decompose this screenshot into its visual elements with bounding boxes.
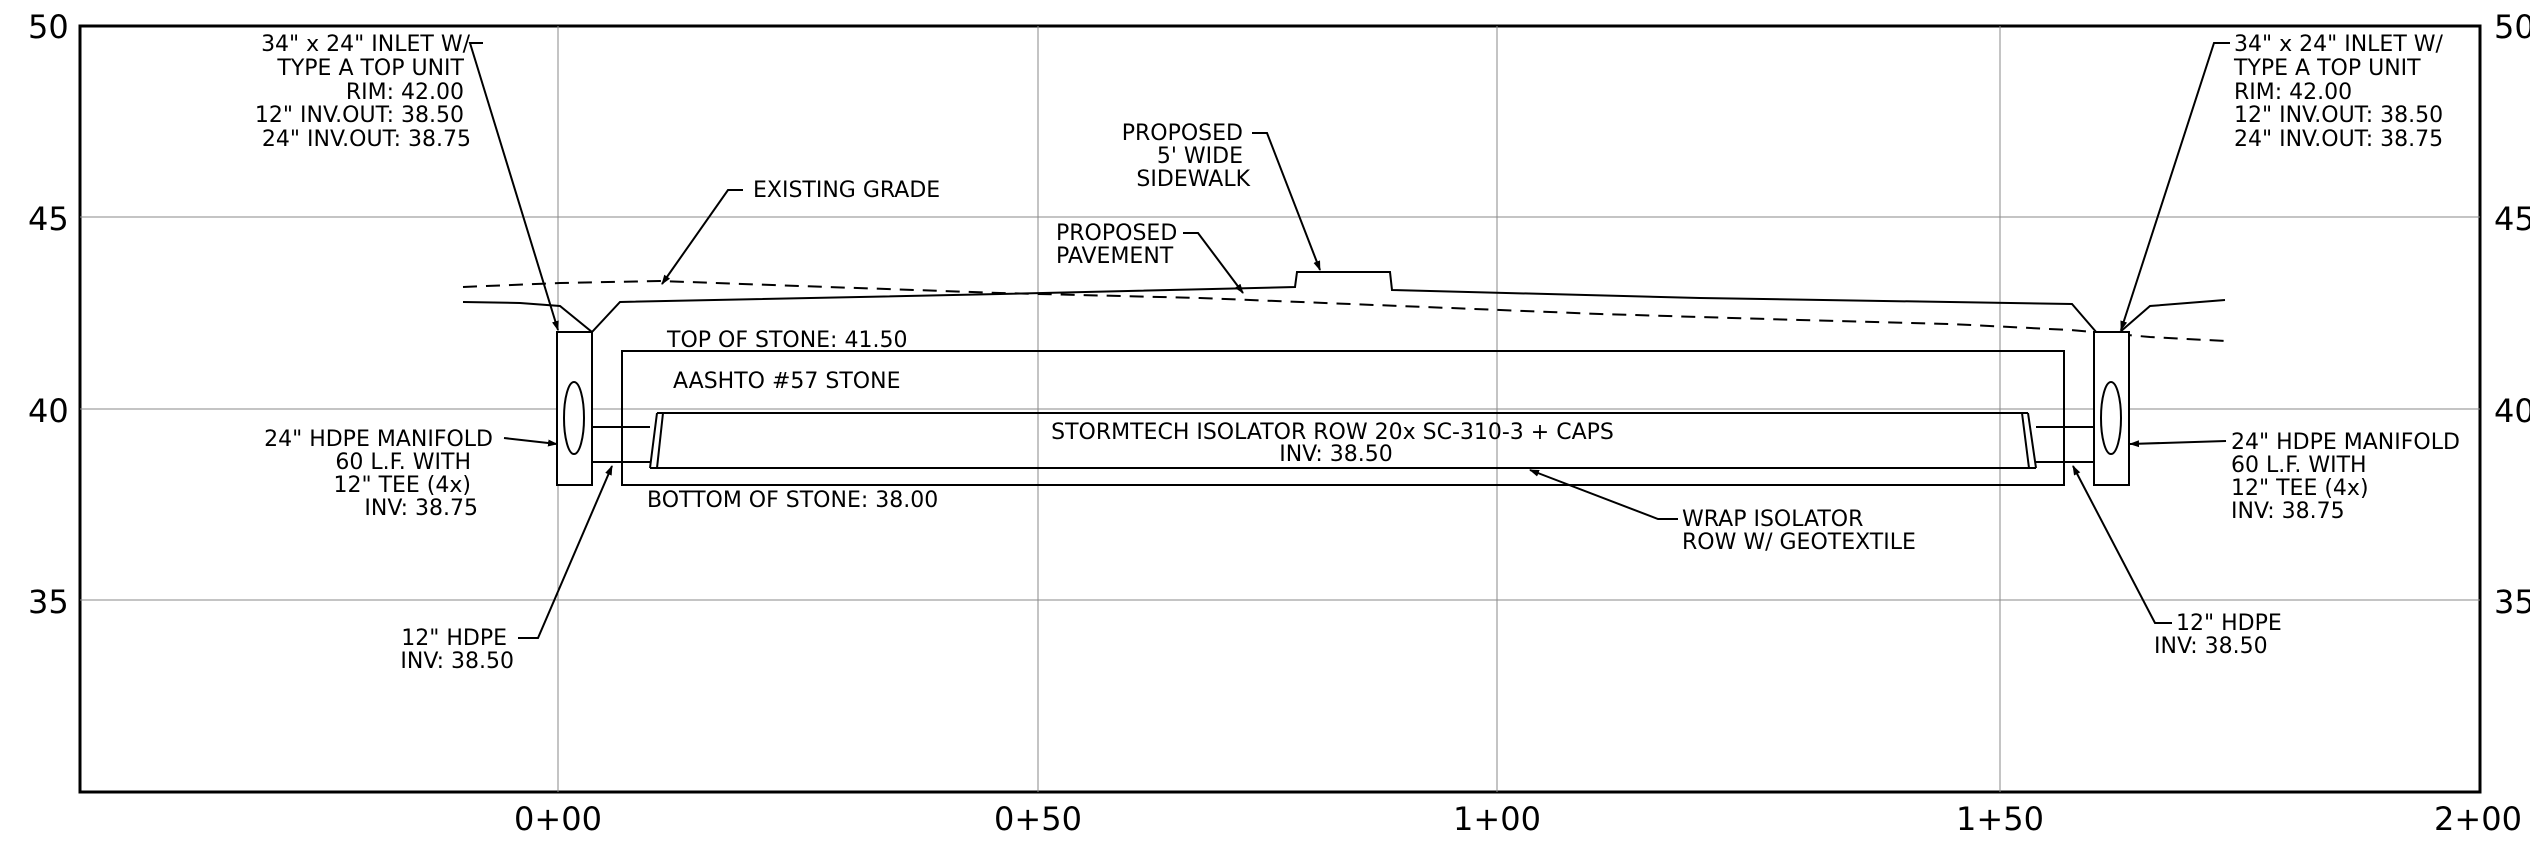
existing-grade-line [462,279,2226,342]
inlet-box-left [556,331,593,486]
chamber-end-right [2021,412,2037,469]
note-inlet-left-line5: 24" INV.OUT: 38.75 [262,127,471,152]
elev-label-45-right: 45 [2494,200,2530,238]
chamber-end-left [649,412,664,469]
note-sidewalk-line1: PROPOSED [1122,121,1243,146]
isolator-chamber [649,412,2037,469]
elev-label-50: 50 [28,8,69,46]
note-inlet-left-line4: 12" INV.OUT: 38.50 [255,103,464,128]
elevation-labels-left: 50 45 40 35 [28,8,69,621]
note-isolator-row-line1: STORMTECH ISOLATOR ROW 20x SC-310-3 + CA… [1051,420,1614,445]
elev-label-40: 40 [28,392,69,430]
station-label-0-50: 0+50 [994,800,1082,838]
station-label-2-00: 2+00 [2434,800,2522,838]
note-inlet-right-line2: TYPE A TOP UNIT [2233,56,2421,81]
note-manifold-right: 24" HDPE MANIFOLD 60 L.F. WITH 12" TEE (… [2231,430,2467,524]
note-geotextile: WRAP ISOLATOR ROW W/ GEOTEXTILE [1682,507,1916,555]
note-inlet-right-line1: 34" x 24" INLET W/ [2234,32,2444,57]
note-sidewalk-line2: 5' WIDE [1157,144,1243,169]
note-inlet-right: 34" x 24" INLET W/ TYPE A TOP UNIT RIM: … [2233,32,2450,152]
note-pavement-line2: PAVEMENT [1056,244,1174,269]
inlet-structure-right [2093,331,2130,486]
note-bottom-of-stone: BOTTOM OF STONE: 38.00 [647,488,938,513]
elev-label-50-right: 50 [2494,8,2530,46]
note-existing-grade: EXISTING GRADE [753,178,940,203]
note-sidewalk-line3: SIDEWALK [1136,167,1250,192]
station-label-1-50: 1+50 [1956,800,2044,838]
leader-inlet-left [468,42,559,331]
inlet-pipe-opening-left [563,381,585,455]
leader-sidewalk [1252,132,1321,271]
manifold-pipe-right [2036,426,2094,463]
elev-label-45: 45 [28,200,69,238]
inlet-box-right [2093,331,2130,486]
note-stone-type: AASHTO #57 STONE [673,369,900,394]
note-manifold-left-line1: 24" HDPE MANIFOLD [264,427,493,452]
note-pavement-line1: PROPOSED [1056,221,1177,246]
note-geotextile-line2: ROW W/ GEOTEXTILE [1682,530,1916,555]
leader-pavement [1183,232,1244,294]
elev-label-35-right: 35 [2494,583,2530,621]
note-top-of-stone: TOP OF STONE: 41.50 [666,328,907,353]
leader-hdpe-right [2072,465,2172,624]
note-hdpe-left-line1: 12" HDPE [401,626,507,651]
note-inlet-left-line1: 34" x 24" INLET W/ [261,32,471,57]
station-label-1-00: 1+00 [1453,800,1541,838]
note-hdpe-left-line2: INV: 38.50 [400,649,514,674]
note-isolator-row: STORMTECH ISOLATOR ROW 20x SC-310-3 + CA… [1051,420,1621,467]
leader-inlet-right [2120,42,2230,331]
note-manifold-left: 24" HDPE MANIFOLD 60 L.F. WITH 12" TEE (… [264,427,500,521]
note-isolator-row-line2: INV: 38.50 [1279,442,1393,467]
note-inlet-left-line2: TYPE A TOP UNIT [276,56,464,81]
note-manifold-right-line2: 60 L.F. WITH [2231,453,2367,478]
manifold-pipe-left [592,426,650,463]
note-hdpe-left: 12" HDPE INV: 38.50 [400,626,514,674]
note-inlet-left: 34" x 24" INLET W/ TYPE A TOP UNIT RIM: … [255,32,477,152]
note-manifold-left-line4: INV: 38.75 [364,496,478,521]
note-inlet-left-line3: RIM: 42.00 [346,80,464,105]
note-inlet-right-line4: 12" INV.OUT: 38.50 [2234,103,2443,128]
note-inlet-right-line5: 24" INV.OUT: 38.75 [2234,127,2443,152]
leader-manifold-left [503,437,558,447]
note-manifold-right-line1: 24" HDPE MANIFOLD [2231,430,2460,455]
note-hdpe-right: 12" HDPE INV: 38.50 [2154,611,2289,659]
note-manifold-left-line3: 12" TEE (4x) [333,473,471,498]
note-manifold-right-line4: INV: 38.75 [2231,499,2345,524]
stone-bed [621,350,2065,486]
leader-geotextile [1529,469,1678,520]
elevation-grid [80,216,2480,601]
note-sidewalk: PROPOSED 5' WIDE SIDEWALK [1122,121,1251,192]
leader-manifold-right [2129,440,2227,448]
leader-hdpe-left [518,465,613,639]
inlet-pipe-opening-right [2100,381,2122,455]
note-inlet-right-line3: RIM: 42.00 [2234,80,2352,105]
leader-existing-grade [661,189,743,285]
note-hdpe-right-line2: INV: 38.50 [2154,634,2268,659]
note-pavement: PROPOSED PAVEMENT [1056,221,1184,269]
station-label-0-00: 0+00 [514,800,602,838]
elev-label-40-right: 40 [2494,392,2530,430]
note-manifold-left-line2: 60 L.F. WITH [335,450,471,475]
inlet-structure-left [556,331,593,486]
elevation-labels-right: 50 45 40 35 [2494,8,2530,621]
note-hdpe-right-line1: 12" HDPE [2176,611,2282,636]
note-geotextile-line1: WRAP ISOLATOR [1682,507,1863,532]
note-manifold-right-line3: 12" TEE (4x) [2231,476,2369,501]
elev-label-35: 35 [28,583,69,621]
station-labels: 0+00 0+50 1+00 1+50 2+00 [514,800,2522,838]
